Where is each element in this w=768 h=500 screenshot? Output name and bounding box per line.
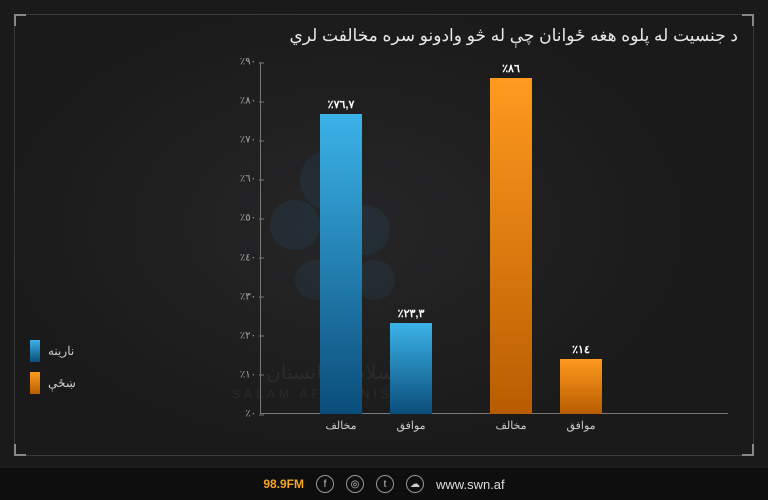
y-tick-label: ١٠٪: [220, 369, 256, 380]
y-tick-label: ٤٠٪: [220, 252, 256, 263]
corner-decoration: [742, 14, 754, 26]
y-tick-label: ٩٠٪: [220, 57, 256, 68]
y-tick-label: ٥٠٪: [220, 213, 256, 224]
bar-value-label: ٧٦,٧٪: [328, 98, 355, 111]
legend-label: نارینه: [48, 344, 74, 358]
soundcloud-icon[interactable]: ☁: [406, 475, 424, 493]
legend-swatch: [30, 372, 40, 394]
bar-fill: [320, 114, 362, 414]
facebook-icon[interactable]: f: [316, 475, 334, 493]
y-tick-label: ٧٠٪: [220, 135, 256, 146]
corner-decoration: [14, 14, 26, 26]
y-tick-label: ٠٪: [220, 409, 256, 420]
y-tick-label: ٨٠٪: [220, 96, 256, 107]
bar-category-label: موافق: [396, 419, 425, 432]
legend: نارینه ښځې: [30, 340, 76, 404]
bar-value-label: ٢٣,٣٪: [398, 307, 425, 320]
legend-item: ښځې: [30, 372, 76, 394]
bar-category-label: مخالف: [495, 419, 526, 432]
instagram-icon[interactable]: ◎: [346, 475, 364, 493]
bar: ٧٦,٧٪مخالف: [320, 114, 362, 414]
corner-decoration: [742, 444, 754, 456]
legend-label: ښځې: [48, 376, 76, 390]
bar-fill: [390, 323, 432, 414]
legend-item: نارینه: [30, 340, 76, 362]
legend-swatch: [30, 340, 40, 362]
y-tick-label: ٣٠٪: [220, 291, 256, 302]
y-tick-label: ٢٠٪: [220, 330, 256, 341]
fm-frequency: 98.9FM: [263, 477, 304, 491]
website-url[interactable]: www.swn.af: [436, 477, 505, 492]
bar: ١٤٪موافق: [560, 359, 602, 414]
bar-category-label: مخالف: [325, 419, 356, 432]
bar-category-label: موافق: [566, 419, 595, 432]
bar-fill: [490, 78, 532, 414]
bar-value-label: ٨٦٪: [502, 62, 520, 75]
chart-title: د جنسیت له پلوه هغه ځوانان چې له څو وادو…: [0, 26, 738, 46]
corner-decoration: [14, 444, 26, 456]
twitter-icon[interactable]: t: [376, 475, 394, 493]
bar-value-label: ١٤٪: [572, 343, 590, 356]
bar-fill: [560, 359, 602, 414]
bar: ٨٦٪مخالف: [490, 78, 532, 414]
footer-bar: 98.9FM f ◎ t ☁ www.swn.af: [0, 468, 768, 500]
y-tick-label: ٦٠٪: [220, 174, 256, 185]
bar-chart: ٧٦,٧٪مخالف٢٣,٣٪موافق٨٦٪مخالف١٤٪موافق ٠٪١…: [220, 62, 728, 430]
bar: ٢٣,٣٪موافق: [390, 323, 432, 414]
bars-area: ٧٦,٧٪مخالف ٢٣,٣٪موافق ٨٦٪مخالف ١٤٪موافق: [260, 62, 728, 414]
